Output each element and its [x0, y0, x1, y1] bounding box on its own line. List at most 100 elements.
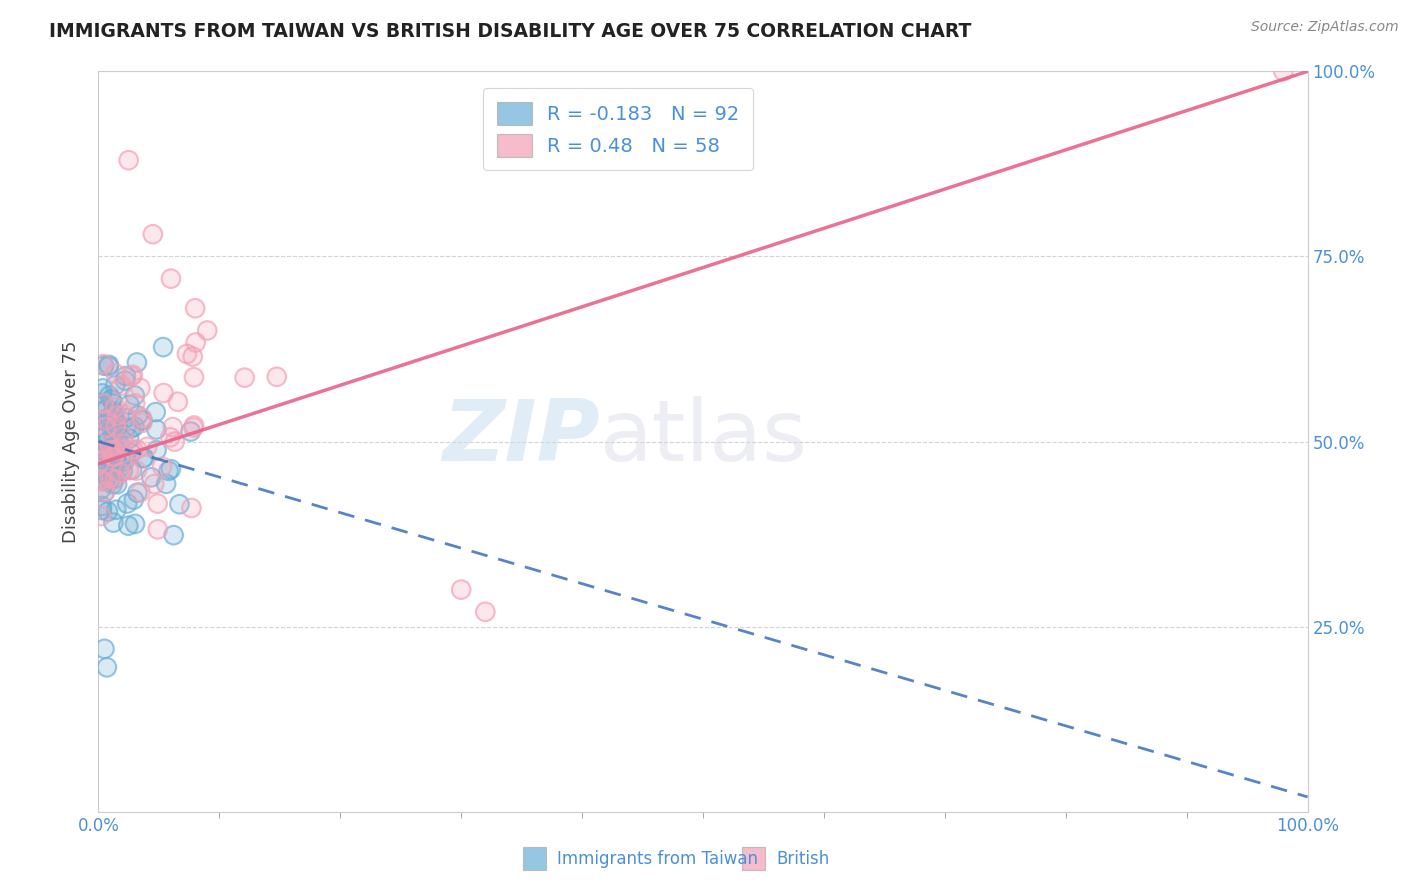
Point: [96, 401, 118, 416]
Point: [98, 471, 121, 485]
Point: [103, 415, 125, 429]
Point: [163, 528, 186, 542]
Point: [112, 454, 135, 468]
Point: [121, 463, 143, 477]
Point: [112, 454, 135, 468]
Point: [101, 423, 124, 437]
Point: [160, 271, 183, 285]
Point: [89, 454, 111, 468]
Point: [118, 463, 141, 477]
Point: [115, 369, 138, 384]
Point: [94, 420, 117, 434]
Point: [129, 381, 152, 395]
Point: [474, 605, 496, 619]
Point: [160, 271, 183, 285]
Point: [183, 418, 205, 433]
Point: [100, 439, 122, 453]
Point: [176, 347, 198, 361]
Point: [155, 476, 177, 491]
Point: [98, 449, 121, 463]
Point: [101, 477, 124, 491]
Point: [184, 301, 207, 316]
Point: [103, 429, 125, 443]
Point: [93, 641, 115, 656]
Point: [131, 411, 153, 425]
Point: [184, 301, 207, 316]
Point: [104, 367, 127, 381]
Point: [125, 442, 148, 457]
Point: [103, 450, 125, 464]
Point: [105, 477, 128, 491]
Point: [118, 398, 141, 412]
Point: [100, 439, 122, 453]
Point: [120, 446, 142, 460]
Point: [118, 463, 141, 477]
Point: [89, 461, 111, 475]
Point: [90, 509, 112, 524]
Point: [118, 398, 141, 412]
Point: [96, 435, 118, 450]
Point: [94, 413, 117, 427]
Point: [105, 432, 128, 446]
Point: [141, 470, 163, 484]
Point: [103, 429, 125, 443]
Point: [124, 419, 146, 434]
Point: [141, 470, 163, 484]
Point: [152, 340, 174, 354]
Point: [159, 430, 181, 444]
Point: [100, 392, 122, 407]
Point: [145, 422, 167, 436]
Point: [160, 462, 183, 476]
Point: [101, 477, 124, 491]
Point: [103, 415, 125, 429]
Point: [110, 466, 132, 480]
Point: [108, 435, 131, 450]
Point: [96, 454, 118, 468]
Point: [183, 370, 205, 384]
Point: [117, 518, 139, 533]
Point: [103, 423, 125, 437]
Point: [110, 451, 132, 466]
Point: [166, 394, 188, 409]
Point: [96, 413, 118, 427]
Point: [136, 440, 159, 454]
Point: [121, 463, 143, 477]
Point: [115, 497, 138, 511]
Point: [89, 404, 111, 418]
Point: [195, 324, 218, 338]
Point: [160, 462, 183, 476]
Bar: [742, 847, 765, 870]
Point: [93, 359, 115, 373]
Point: [155, 476, 177, 491]
Point: [136, 440, 159, 454]
Point: [132, 450, 155, 465]
Point: [125, 355, 148, 369]
Point: [159, 430, 181, 444]
Point: [150, 459, 173, 474]
Point: [163, 434, 186, 449]
Point: [112, 437, 135, 451]
Point: [90, 473, 112, 487]
Point: [91, 386, 114, 401]
Point: [98, 411, 121, 425]
Point: [124, 388, 146, 402]
Point: [104, 419, 127, 434]
Point: [103, 516, 125, 530]
Point: [89, 454, 111, 468]
Point: [89, 425, 111, 440]
Point: [145, 405, 167, 419]
Point: [124, 388, 146, 402]
Point: [157, 464, 180, 478]
Point: [183, 418, 205, 433]
Point: [142, 227, 165, 242]
Point: [100, 458, 122, 473]
Point: [169, 497, 191, 511]
Point: [184, 335, 207, 350]
Point: [93, 641, 115, 656]
Point: [122, 443, 145, 458]
Point: [125, 442, 148, 457]
Point: [101, 450, 124, 464]
Point: [124, 396, 146, 410]
Point: [180, 500, 202, 515]
Point: [107, 409, 129, 423]
